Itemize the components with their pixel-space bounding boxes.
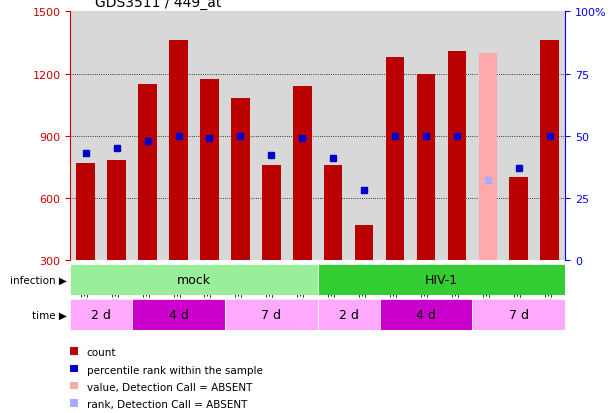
Text: 2 d: 2 d [338, 309, 359, 321]
Bar [262, 165, 280, 260]
Text: infection ▶: infection ▶ [10, 275, 67, 285]
Bar [478, 54, 497, 260]
Bar [101, 12, 132, 260]
Text: GDS3511 / 449_at: GDS3511 / 449_at [95, 0, 221, 10]
Bar [132, 299, 225, 330]
Bar [472, 12, 503, 260]
Bar [318, 299, 379, 330]
Bar [318, 264, 565, 295]
Bar [225, 12, 256, 260]
Bar [510, 178, 528, 260]
Bar [138, 85, 157, 260]
Bar [379, 12, 411, 260]
Text: 2 d: 2 d [91, 309, 111, 321]
Text: time ▶: time ▶ [32, 310, 67, 320]
Bar [472, 299, 565, 330]
Bar [108, 161, 126, 260]
Bar [70, 264, 318, 295]
Bar [324, 165, 343, 260]
Text: mock: mock [177, 273, 211, 286]
Bar [355, 225, 373, 260]
Bar [379, 299, 472, 330]
Text: count: count [87, 347, 116, 357]
Bar [287, 12, 318, 260]
Text: value, Detection Call = ABSENT: value, Detection Call = ABSENT [87, 382, 252, 392]
Text: 7 d: 7 d [509, 309, 529, 321]
Bar [534, 12, 565, 260]
Bar [225, 299, 318, 330]
Bar [318, 12, 349, 260]
Bar [169, 41, 188, 260]
Text: rank, Detection Call = ABSENT: rank, Detection Call = ABSENT [87, 399, 247, 409]
Bar [293, 87, 312, 260]
Bar [442, 12, 472, 260]
Bar [541, 41, 559, 260]
Text: 7 d: 7 d [262, 309, 281, 321]
Bar [503, 12, 534, 260]
Bar [76, 163, 95, 260]
Bar [194, 12, 225, 260]
Bar [70, 299, 132, 330]
Bar [448, 52, 466, 260]
Bar [163, 12, 194, 260]
Bar [411, 12, 442, 260]
Text: 4 d: 4 d [169, 309, 188, 321]
Bar [70, 12, 101, 260]
Bar [349, 12, 379, 260]
Text: percentile rank within the sample: percentile rank within the sample [87, 365, 263, 375]
Text: HIV-1: HIV-1 [425, 273, 458, 286]
Bar [386, 58, 404, 260]
Text: 4 d: 4 d [416, 309, 436, 321]
Bar [417, 74, 435, 260]
Bar [200, 79, 219, 260]
Bar [256, 12, 287, 260]
Bar [231, 99, 250, 260]
Bar [132, 12, 163, 260]
